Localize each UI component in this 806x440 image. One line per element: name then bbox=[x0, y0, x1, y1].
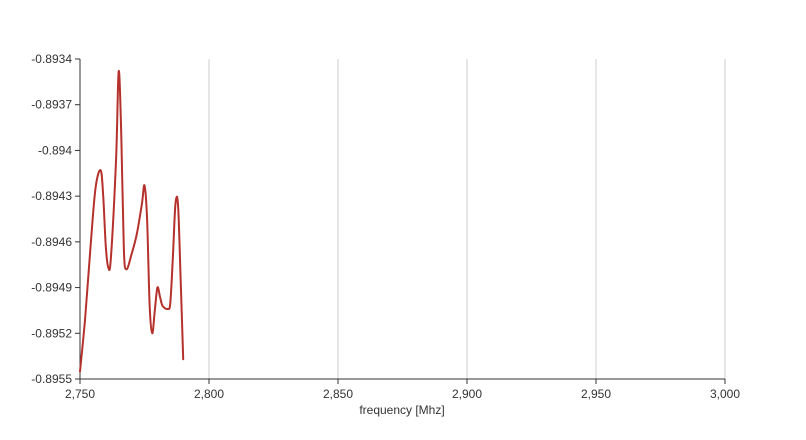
y-tick-label: -0.8946 bbox=[31, 235, 72, 249]
x-tick-label: 2,800 bbox=[194, 387, 224, 401]
x-tick-label: 3,000 bbox=[710, 387, 740, 401]
y-tick-label: -0.8934 bbox=[31, 52, 72, 66]
grid-lines bbox=[208, 59, 726, 379]
y-tick-label: -0.8943 bbox=[31, 189, 72, 203]
x-tick-label: 2,750 bbox=[65, 387, 95, 401]
y-tick-label: -0.8949 bbox=[31, 281, 72, 295]
x-axis-title: frequency [Mhz] bbox=[359, 403, 444, 417]
tick-labels: -0.8934 -0.8937 -0.894 -0.8943 -0.8946 -0.894… bbox=[31, 52, 740, 401]
x-tick-label: 2,950 bbox=[581, 387, 611, 401]
axes bbox=[75, 58, 726, 384]
y-tick-label: -0.894 bbox=[38, 143, 72, 157]
x-tick-label: 2,850 bbox=[323, 387, 353, 401]
y-tick-label: -0.8955 bbox=[31, 372, 72, 386]
series-line bbox=[79, 70, 185, 373]
series-layer bbox=[79, 70, 185, 373]
y-tick-label: -0.8952 bbox=[31, 326, 72, 340]
y-tick-label: -0.8937 bbox=[31, 98, 72, 112]
x-tick-label: 2,900 bbox=[452, 387, 482, 401]
